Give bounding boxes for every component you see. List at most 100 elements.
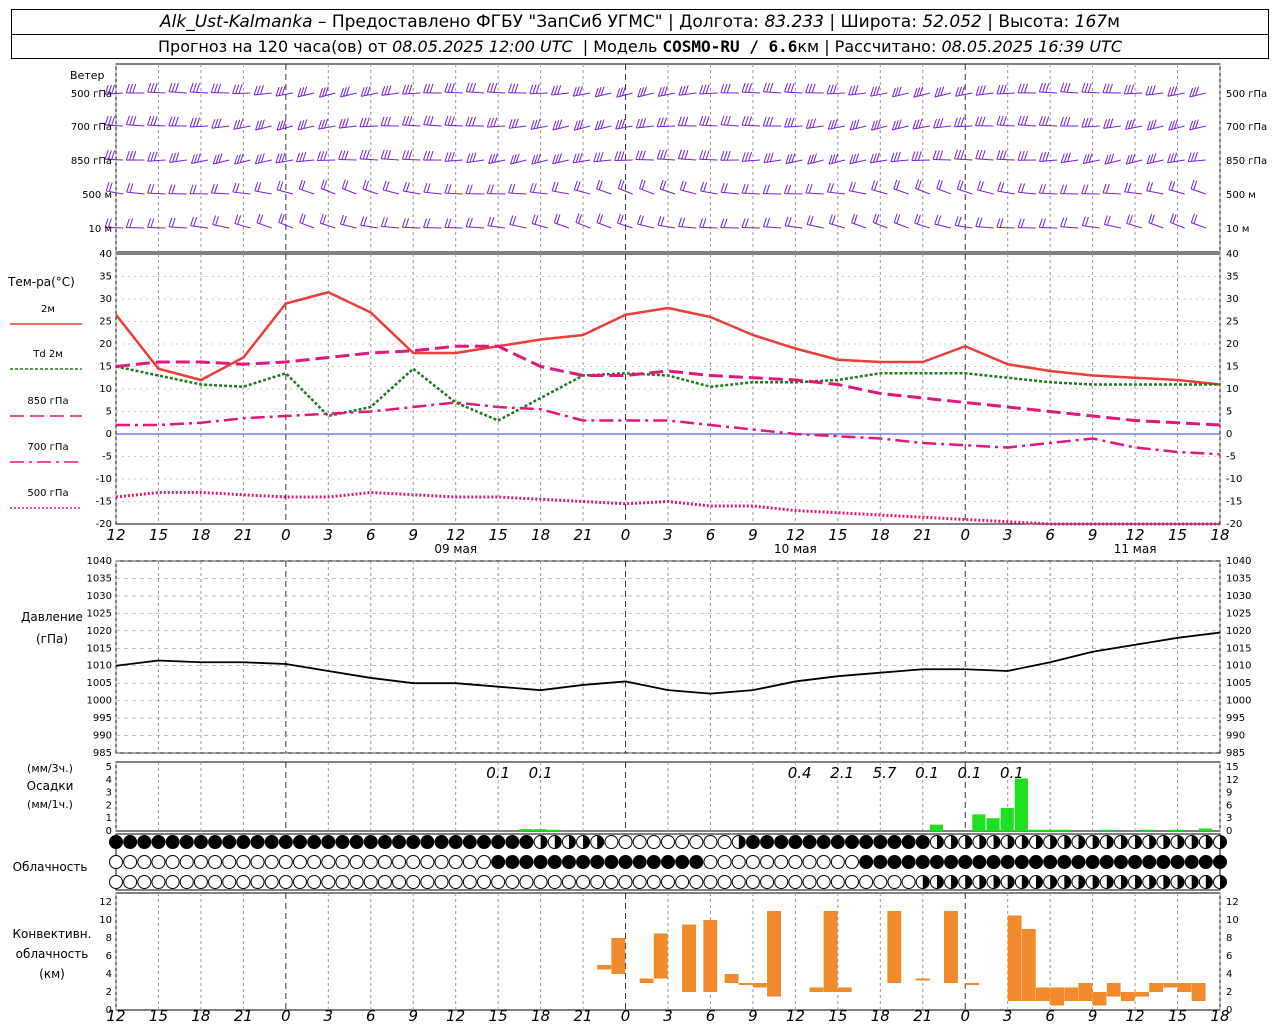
wind-barb-staff xyxy=(680,189,697,195)
wind-barb-feather xyxy=(1084,117,1089,128)
wind-barb-feather xyxy=(915,179,920,189)
wind-barb-feather xyxy=(405,150,410,160)
wind-barb-feather xyxy=(1194,151,1198,162)
hour-label-bottom: 3 xyxy=(1003,1007,1013,1024)
pressure-line xyxy=(115,631,1221,695)
wind-barb-feather xyxy=(531,155,536,165)
wind-barb-feather xyxy=(1123,84,1128,95)
day-label: 11 мая xyxy=(1114,542,1157,556)
temp-ytick-left: -10 xyxy=(96,474,112,485)
wind-barb xyxy=(656,117,676,128)
wind-barb-feather xyxy=(1171,120,1176,130)
cloud-circle xyxy=(109,875,123,889)
cloud-symbol xyxy=(929,855,944,869)
wind-barb-staff xyxy=(700,190,718,195)
cloud-fill-full xyxy=(746,835,760,849)
wind-barb-staff xyxy=(615,125,633,130)
wind-barb-staff xyxy=(255,159,272,165)
wind-barb-feather xyxy=(423,83,428,94)
wind-barb-feather xyxy=(870,87,875,97)
wind-barb-feather xyxy=(125,218,130,228)
precip-bar xyxy=(1142,829,1156,831)
cloud-symbol xyxy=(137,875,152,889)
cloud-circle xyxy=(830,855,845,869)
wind-barb-staff xyxy=(996,92,1015,95)
cloud-symbol xyxy=(165,855,180,869)
wind-barb-staff xyxy=(828,125,846,130)
cloud-fill-full xyxy=(519,855,533,869)
prec-ytick-right: 0 xyxy=(1226,826,1232,837)
conv-ytick-right: 2 xyxy=(1226,987,1232,998)
wind-barb-staff xyxy=(190,91,209,94)
wind-barb-feather xyxy=(1169,213,1174,223)
cloud-symbol xyxy=(915,835,930,849)
wind-barb xyxy=(1081,216,1100,229)
wind-barb-staff xyxy=(126,124,145,127)
cloud-circle xyxy=(363,875,378,889)
cloud-symbol xyxy=(293,875,307,889)
cloud-circle xyxy=(448,875,463,889)
cloud-circle xyxy=(731,875,746,889)
cloud-circle xyxy=(406,855,421,869)
wind-barb-feather xyxy=(996,84,1001,95)
wind-barb-feather xyxy=(575,86,580,96)
hour-label-bottom: 12 xyxy=(446,1007,465,1024)
wind-barb-staff xyxy=(1168,125,1185,131)
wind-barb-feather xyxy=(1146,181,1151,191)
wind-barb xyxy=(190,216,209,229)
cloud-symbol xyxy=(505,855,520,869)
wind-barb-feather xyxy=(660,86,665,96)
wind-barb xyxy=(805,183,824,195)
wind-barb-feather xyxy=(977,180,981,191)
wind-barb-feather xyxy=(1173,85,1178,96)
wind-barb-staff xyxy=(423,191,442,195)
cloud-symbol xyxy=(590,835,605,849)
wind-barb-staff xyxy=(871,125,888,131)
cloud-symbol xyxy=(1184,875,1199,889)
wind-barb-staff xyxy=(1188,159,1206,163)
wind-barb-feather xyxy=(807,154,812,165)
cloud-circle xyxy=(887,875,902,889)
wind-barb-feather xyxy=(511,118,516,129)
conv-bar xyxy=(653,933,668,979)
wind-barb-feather xyxy=(365,180,370,191)
wind-barb xyxy=(319,213,336,229)
wind-barb xyxy=(126,182,145,195)
wind-barb-feather xyxy=(723,115,728,126)
wind-barb-feather xyxy=(1002,84,1007,94)
wind-barb xyxy=(637,214,654,229)
cloud-circle xyxy=(618,835,633,849)
wind-barb xyxy=(679,180,697,195)
wind-barb-feather xyxy=(363,216,368,226)
wind-barb-feather xyxy=(912,119,917,130)
wind-barb-feather xyxy=(169,153,173,163)
wind-barb-feather xyxy=(641,150,646,160)
cloud-symbol xyxy=(604,835,619,849)
cloud-symbol xyxy=(293,835,307,849)
cloud-fill-half xyxy=(568,835,576,849)
cloud-symbol xyxy=(109,875,123,889)
wind-barb-feather xyxy=(705,84,710,94)
wind-barb-feather xyxy=(302,151,307,162)
wind-barb-feather xyxy=(896,214,901,224)
wind-barb-staff xyxy=(806,125,824,129)
wind-barb-feather xyxy=(554,85,559,95)
cloud-fill-full xyxy=(392,835,406,849)
wind-barb-feather xyxy=(893,213,898,223)
cloud-symbol xyxy=(1057,875,1072,889)
wind-barb-staff xyxy=(530,125,548,130)
wind-barb-staff xyxy=(254,190,272,195)
wind-barb-staff xyxy=(1081,125,1100,128)
wind-barb xyxy=(401,115,421,127)
pres-ytick-right: 990 xyxy=(1226,731,1245,742)
wind-barb-feather xyxy=(217,118,222,128)
wind-barb-feather xyxy=(150,83,155,93)
cloud-symbol xyxy=(264,835,279,849)
hour-label-temp: 6 xyxy=(706,526,716,544)
cloud-symbol xyxy=(1000,855,1015,869)
cloud-circle xyxy=(193,875,208,889)
wind-barb-staff xyxy=(954,125,973,128)
prec-ytick-left: 4 xyxy=(106,775,112,786)
wind-barb-feather xyxy=(891,87,896,98)
cloud-symbol xyxy=(1170,835,1185,849)
